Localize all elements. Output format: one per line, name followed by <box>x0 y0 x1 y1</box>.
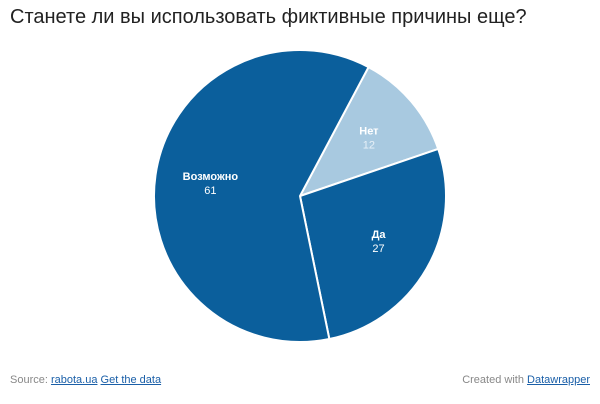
pie-slice-2 <box>298 147 447 341</box>
datawrapper-link[interactable]: Datawrapper <box>527 374 590 386</box>
source-link[interactable]: rabota.ua <box>50 374 98 386</box>
pie-slice-1 <box>297 65 440 198</box>
footer-credit: Created with Datawrapper <box>462 374 590 386</box>
slice-value-1: 12 <box>363 139 375 151</box>
pie-slice-3 <box>153 49 370 343</box>
slice-label-1: Нет <box>359 125 379 137</box>
footer-source: Source: rabota.ua Get the data <box>10 374 161 386</box>
chart-title: Станете ли вы использовать фиктивные при… <box>10 6 527 28</box>
credit-label: Created with <box>462 374 524 386</box>
source-label: Source: <box>10 374 48 386</box>
slice-value-3: 61 <box>204 185 216 197</box>
slice-value-2: 27 <box>372 243 384 255</box>
pie-chart: Нет 12 Да 27 Возможно 61 <box>153 49 447 343</box>
slice-label-2: Да <box>372 229 387 241</box>
slice-label-3: Возможно <box>183 171 239 183</box>
pie-slices <box>153 49 447 343</box>
pie-labels: Нет 12 Да 27 Возможно 61 <box>183 125 387 255</box>
get-data-link[interactable]: Get the data <box>100 374 162 386</box>
